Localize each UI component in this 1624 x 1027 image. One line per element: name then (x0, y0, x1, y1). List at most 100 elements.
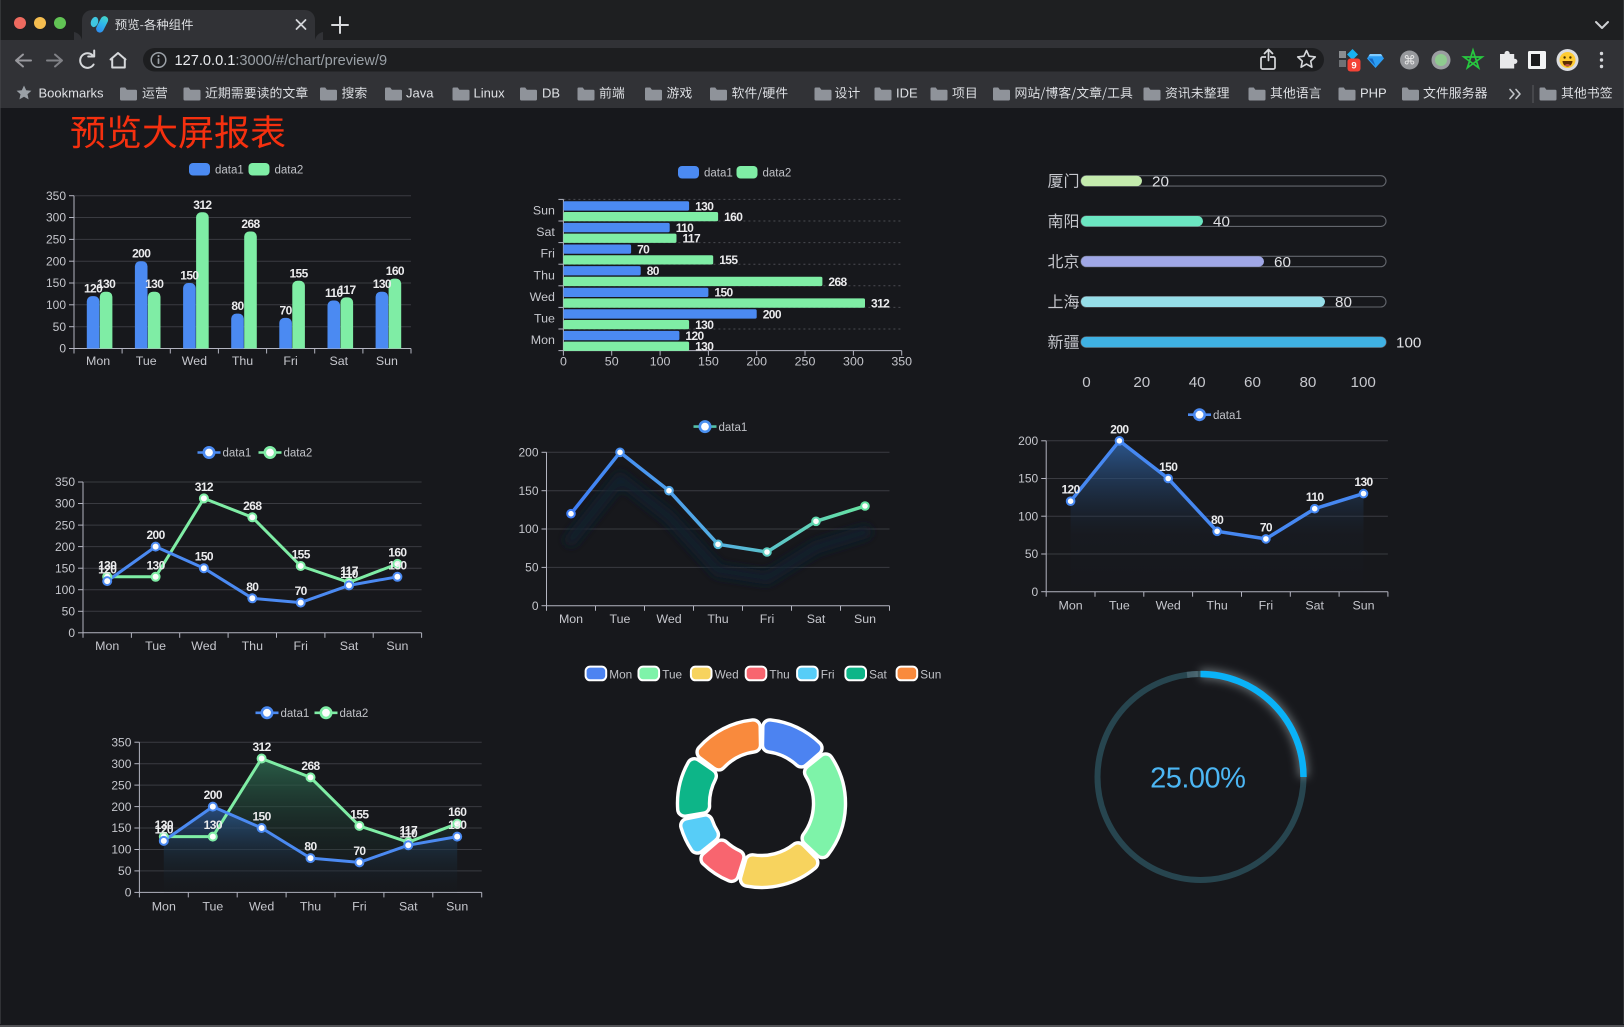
svg-text:80: 80 (1211, 513, 1224, 527)
svg-text:350: 350 (891, 355, 912, 369)
svg-text:312: 312 (871, 296, 890, 310)
svg-text:150: 150 (518, 484, 538, 498)
svg-text:Sun: Sun (386, 639, 408, 653)
svg-text:Tue: Tue (1109, 599, 1130, 613)
svg-text:160: 160 (724, 210, 743, 224)
svg-text:130: 130 (448, 818, 467, 832)
svg-text:150: 150 (252, 810, 271, 824)
svg-text:IDE: IDE (896, 86, 918, 101)
svg-text:127.0.0.1:3000/#/chart/preview: 127.0.0.1:3000/#/chart/preview/9 (175, 53, 388, 69)
svg-text:155: 155 (289, 266, 308, 280)
svg-text:Sun: Sun (920, 667, 941, 681)
svg-text:Sat: Sat (869, 667, 887, 681)
svg-text:0: 0 (68, 626, 75, 640)
svg-text:Fri: Fri (293, 639, 307, 653)
svg-text:200: 200 (1110, 422, 1129, 436)
svg-text:250: 250 (55, 518, 75, 532)
svg-text:Thu: Thu (1206, 599, 1227, 613)
svg-text:50: 50 (525, 561, 539, 575)
svg-text:50: 50 (62, 605, 76, 619)
svg-text:Mon: Mon (1059, 599, 1083, 613)
svg-text:100: 100 (650, 355, 671, 369)
svg-text:Mon: Mon (559, 612, 583, 626)
svg-text:Java: Java (406, 86, 434, 101)
svg-text:200: 200 (132, 247, 151, 261)
svg-text:350: 350 (46, 189, 66, 203)
svg-text:80: 80 (1299, 374, 1316, 391)
svg-text:100: 100 (1396, 335, 1421, 352)
svg-text:200: 200 (146, 528, 165, 542)
svg-text:Sat: Sat (329, 354, 348, 368)
svg-text:Mon: Mon (531, 333, 555, 347)
svg-text:Thu: Thu (232, 354, 253, 368)
svg-text:200: 200 (46, 254, 66, 268)
svg-text:70: 70 (280, 303, 293, 317)
svg-text:0: 0 (532, 599, 539, 613)
svg-text:130: 130 (695, 199, 714, 213)
svg-text:9: 9 (1351, 61, 1356, 72)
svg-text:Thu: Thu (534, 268, 555, 282)
svg-text:150: 150 (111, 821, 131, 835)
svg-text:Sat: Sat (340, 639, 359, 653)
svg-text:300: 300 (111, 757, 131, 771)
svg-text:155: 155 (719, 253, 738, 267)
svg-text:Linux: Linux (474, 86, 506, 101)
svg-text:200: 200 (55, 540, 75, 554)
svg-text:data2: data2 (275, 165, 304, 177)
svg-text:130: 130 (146, 558, 165, 572)
svg-text:Fri: Fri (283, 354, 297, 368)
svg-text:130: 130 (695, 318, 714, 332)
svg-text:155: 155 (350, 807, 369, 821)
svg-text:110: 110 (400, 827, 418, 841)
svg-text:0: 0 (560, 355, 567, 369)
svg-text:Tue: Tue (662, 667, 682, 681)
svg-text:100: 100 (55, 583, 75, 597)
svg-text:Thu: Thu (300, 900, 321, 914)
svg-text:150: 150 (714, 286, 733, 300)
svg-text:110: 110 (676, 221, 694, 235)
svg-text:60: 60 (1274, 254, 1291, 271)
svg-text:130: 130 (1354, 475, 1373, 489)
svg-text:Thu: Thu (769, 667, 789, 681)
svg-text:110: 110 (325, 286, 343, 300)
svg-text:100: 100 (1351, 374, 1376, 391)
svg-text:70: 70 (353, 844, 366, 858)
svg-text:150: 150 (1159, 460, 1178, 474)
svg-text:40: 40 (1189, 374, 1206, 391)
svg-text:Wed: Wed (1156, 599, 1181, 613)
svg-text:120: 120 (98, 563, 117, 577)
svg-text:0: 0 (1082, 374, 1090, 391)
svg-text:data1: data1 (719, 422, 748, 434)
svg-text:70: 70 (1260, 520, 1273, 534)
svg-text:80: 80 (1335, 294, 1352, 311)
svg-text:150: 150 (46, 276, 66, 290)
svg-text:250: 250 (795, 355, 816, 369)
svg-text:20: 20 (1133, 374, 1150, 391)
svg-text:100: 100 (111, 843, 131, 857)
svg-text:150: 150 (195, 550, 214, 564)
svg-text:Tue: Tue (136, 354, 157, 368)
svg-text:Sat: Sat (807, 612, 826, 626)
svg-text:200: 200 (1018, 434, 1038, 448)
svg-text:268: 268 (301, 759, 320, 773)
svg-text:117: 117 (340, 564, 358, 578)
svg-text:100: 100 (518, 522, 538, 536)
svg-text:Sat: Sat (399, 900, 418, 914)
svg-text:Wed: Wed (530, 290, 555, 304)
svg-text:data1: data1 (704, 168, 733, 180)
svg-text:250: 250 (111, 778, 131, 792)
svg-text:130: 130 (145, 277, 164, 291)
svg-text:117: 117 (338, 283, 356, 297)
svg-text:160: 160 (386, 264, 405, 278)
svg-text:110: 110 (1306, 490, 1324, 504)
svg-text:268: 268 (241, 217, 260, 231)
svg-text:150: 150 (698, 355, 719, 369)
svg-text:130: 130 (204, 818, 223, 832)
svg-text:80: 80 (246, 580, 259, 594)
svg-text:155: 155 (292, 548, 311, 562)
svg-text:60: 60 (1244, 374, 1261, 391)
svg-text:312: 312 (195, 480, 214, 494)
svg-text:Fri: Fri (352, 900, 366, 914)
svg-text:300: 300 (55, 497, 75, 511)
svg-text:50: 50 (118, 864, 132, 878)
